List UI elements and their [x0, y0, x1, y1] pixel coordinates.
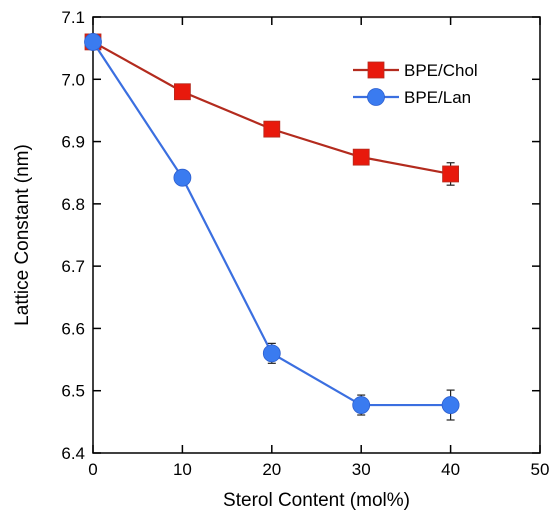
data-point — [173, 168, 192, 187]
legend-label: BPE/Lan — [404, 88, 471, 107]
y-tick-label: 6.4 — [61, 444, 85, 463]
series-1 — [84, 33, 460, 421]
legend-marker — [367, 88, 385, 106]
x-tick-label: 0 — [88, 460, 97, 479]
plot-frame — [92, 16, 541, 454]
y-tick-label: 7.0 — [61, 70, 85, 89]
y-axis-title: Lattice Constant (nm) — [12, 144, 33, 326]
data-point — [262, 344, 281, 363]
y-tick-label: 6.8 — [61, 195, 85, 214]
data-point — [84, 33, 102, 51]
x-axis-title: Sterol Content (mol%) — [223, 490, 410, 511]
x-tick-label: 40 — [441, 460, 460, 479]
legend-entry: BPE/Chol — [353, 61, 478, 80]
series-line — [92, 40, 451, 176]
data-point — [442, 165, 460, 183]
axis-ticks: 0 10 20 30 40 50 6.4 6.5 6.6 6.7 6.8 6.9 7.0 7.1 — [61, 8, 549, 479]
data-point — [441, 396, 460, 414]
series-0 — [84, 33, 460, 186]
y-tick-label: 6.7 — [61, 257, 85, 276]
y-tick-label: 6.5 — [61, 382, 85, 401]
data-point — [173, 83, 191, 101]
x-tick-label: 10 — [173, 460, 192, 479]
y-tick-label: 6.6 — [61, 319, 85, 338]
x-tick-label: 20 — [262, 460, 281, 479]
legend: BPE/Chol BPE/Lan — [353, 61, 478, 107]
x-tick-label: 50 — [531, 460, 550, 479]
data-point — [352, 396, 371, 414]
y-tick-label: 6.9 — [61, 133, 85, 152]
x-tick-label: 30 — [352, 460, 371, 479]
legend-entry: BPE/Lan — [353, 88, 471, 107]
series-layer — [84, 33, 460, 421]
legend-marker — [367, 61, 385, 79]
data-point — [263, 120, 281, 138]
legend-label: BPE/Chol — [404, 61, 478, 80]
data-point — [352, 148, 370, 166]
y-tick-label: 7.1 — [61, 8, 85, 27]
